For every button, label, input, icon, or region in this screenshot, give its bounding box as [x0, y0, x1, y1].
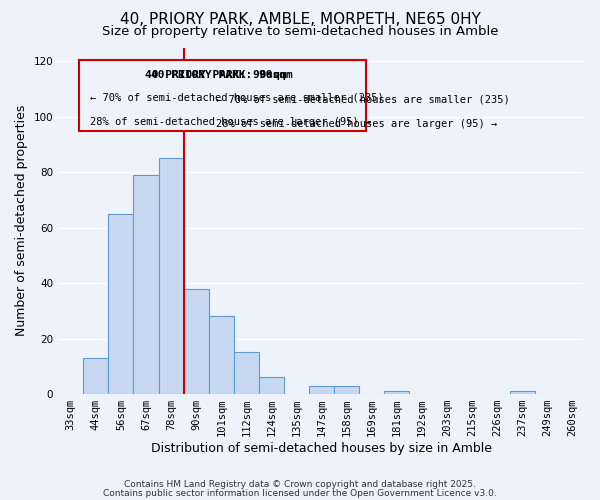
Text: 40 PRIORY PARK: 90sqm: 40 PRIORY PARK: 90sqm — [151, 70, 292, 80]
Text: 40 PRIORY PARK: 90sqm: 40 PRIORY PARK: 90sqm — [145, 70, 287, 80]
Text: 40, PRIORY PARK, AMBLE, MORPETH, NE65 0HY: 40, PRIORY PARK, AMBLE, MORPETH, NE65 0H… — [119, 12, 481, 28]
Bar — [83, 358, 109, 394]
Bar — [510, 392, 535, 394]
Bar — [209, 316, 234, 394]
Text: Contains public sector information licensed under the Open Government Licence v3: Contains public sector information licen… — [103, 489, 497, 498]
Bar — [158, 158, 184, 394]
Bar — [133, 175, 158, 394]
Bar — [385, 392, 409, 394]
Text: ← 70% of semi-detached houses are smaller (235): ← 70% of semi-detached houses are smalle… — [90, 92, 383, 102]
FancyBboxPatch shape — [79, 60, 367, 130]
Text: Contains HM Land Registry data © Crown copyright and database right 2025.: Contains HM Land Registry data © Crown c… — [124, 480, 476, 489]
Bar — [109, 214, 133, 394]
Bar — [334, 386, 359, 394]
Text: ← 70% of semi-detached houses are smaller (235): ← 70% of semi-detached houses are smalle… — [216, 94, 510, 104]
Text: 28% of semi-detached houses are larger (95) →: 28% of semi-detached houses are larger (… — [216, 118, 497, 128]
Bar — [234, 352, 259, 394]
Text: 28% of semi-detached houses are larger (95) →: 28% of semi-detached houses are larger (… — [90, 117, 371, 127]
Bar — [184, 288, 209, 394]
Bar — [259, 378, 284, 394]
Bar — [309, 386, 334, 394]
X-axis label: Distribution of semi-detached houses by size in Amble: Distribution of semi-detached houses by … — [151, 442, 492, 455]
Y-axis label: Number of semi-detached properties: Number of semi-detached properties — [15, 105, 28, 336]
Text: Size of property relative to semi-detached houses in Amble: Size of property relative to semi-detach… — [102, 25, 498, 38]
